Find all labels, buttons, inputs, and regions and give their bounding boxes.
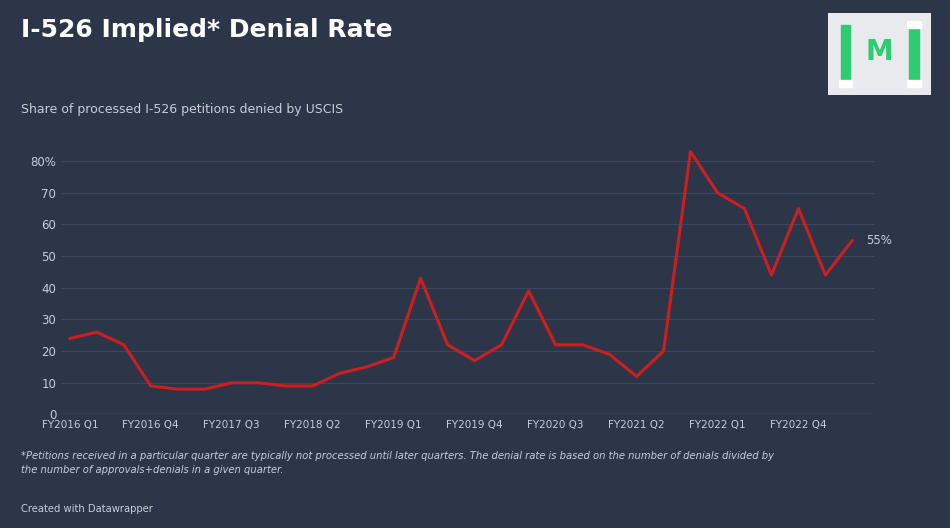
Bar [909,25,919,83]
Text: I-526 Implied* Denial Rate: I-526 Implied* Denial Rate [21,18,392,42]
Text: 55%: 55% [865,234,892,247]
Text: Share of processed I-526 petitions denied by USCIS: Share of processed I-526 petitions denie… [21,103,343,116]
Bar [841,25,850,83]
Bar [839,80,852,87]
Bar [907,80,921,87]
Text: M: M [865,39,894,67]
Text: Created with Datawrapper: Created with Datawrapper [21,504,153,514]
Text: *Petitions received in a particular quarter are typically not processed until la: *Petitions received in a particular quar… [21,451,774,475]
Bar [907,22,921,28]
